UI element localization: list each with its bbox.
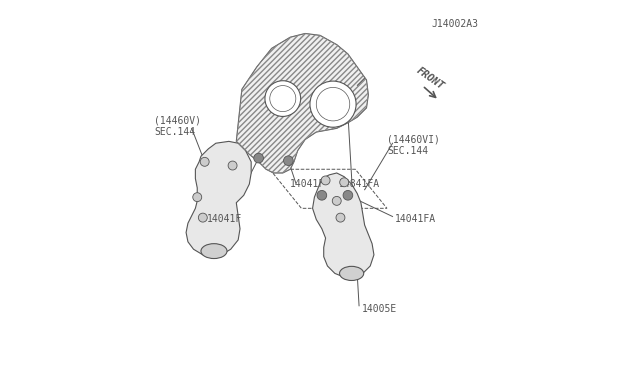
Text: (14460VΙ): (14460VΙ) bbox=[387, 135, 440, 144]
Circle shape bbox=[316, 87, 349, 121]
Circle shape bbox=[270, 86, 296, 112]
Circle shape bbox=[200, 157, 209, 166]
Polygon shape bbox=[312, 173, 374, 277]
Circle shape bbox=[254, 153, 264, 163]
Text: 14005E: 14005E bbox=[362, 304, 397, 314]
Circle shape bbox=[198, 213, 207, 222]
Circle shape bbox=[284, 156, 293, 166]
Circle shape bbox=[228, 161, 237, 170]
Text: J14002A3: J14002A3 bbox=[431, 19, 479, 29]
Ellipse shape bbox=[340, 266, 364, 280]
Text: FRONT: FRONT bbox=[415, 65, 446, 91]
Polygon shape bbox=[236, 33, 369, 173]
Ellipse shape bbox=[201, 244, 227, 259]
Polygon shape bbox=[186, 141, 251, 257]
Text: SEC.144: SEC.144 bbox=[154, 127, 196, 137]
Circle shape bbox=[332, 196, 341, 205]
Text: 14841FA: 14841FA bbox=[339, 179, 380, 189]
Circle shape bbox=[265, 81, 301, 116]
Text: 14041F: 14041F bbox=[207, 215, 242, 224]
Circle shape bbox=[321, 176, 330, 185]
Text: SEC.144: SEC.144 bbox=[387, 146, 428, 155]
Text: 14041FA: 14041FA bbox=[394, 215, 436, 224]
Circle shape bbox=[336, 213, 345, 222]
Circle shape bbox=[343, 190, 353, 200]
Circle shape bbox=[310, 81, 356, 127]
Text: (14460V): (14460V) bbox=[154, 116, 202, 126]
Text: 14041F: 14041F bbox=[291, 179, 326, 189]
Circle shape bbox=[317, 190, 326, 200]
Circle shape bbox=[340, 178, 349, 187]
Circle shape bbox=[193, 193, 202, 202]
